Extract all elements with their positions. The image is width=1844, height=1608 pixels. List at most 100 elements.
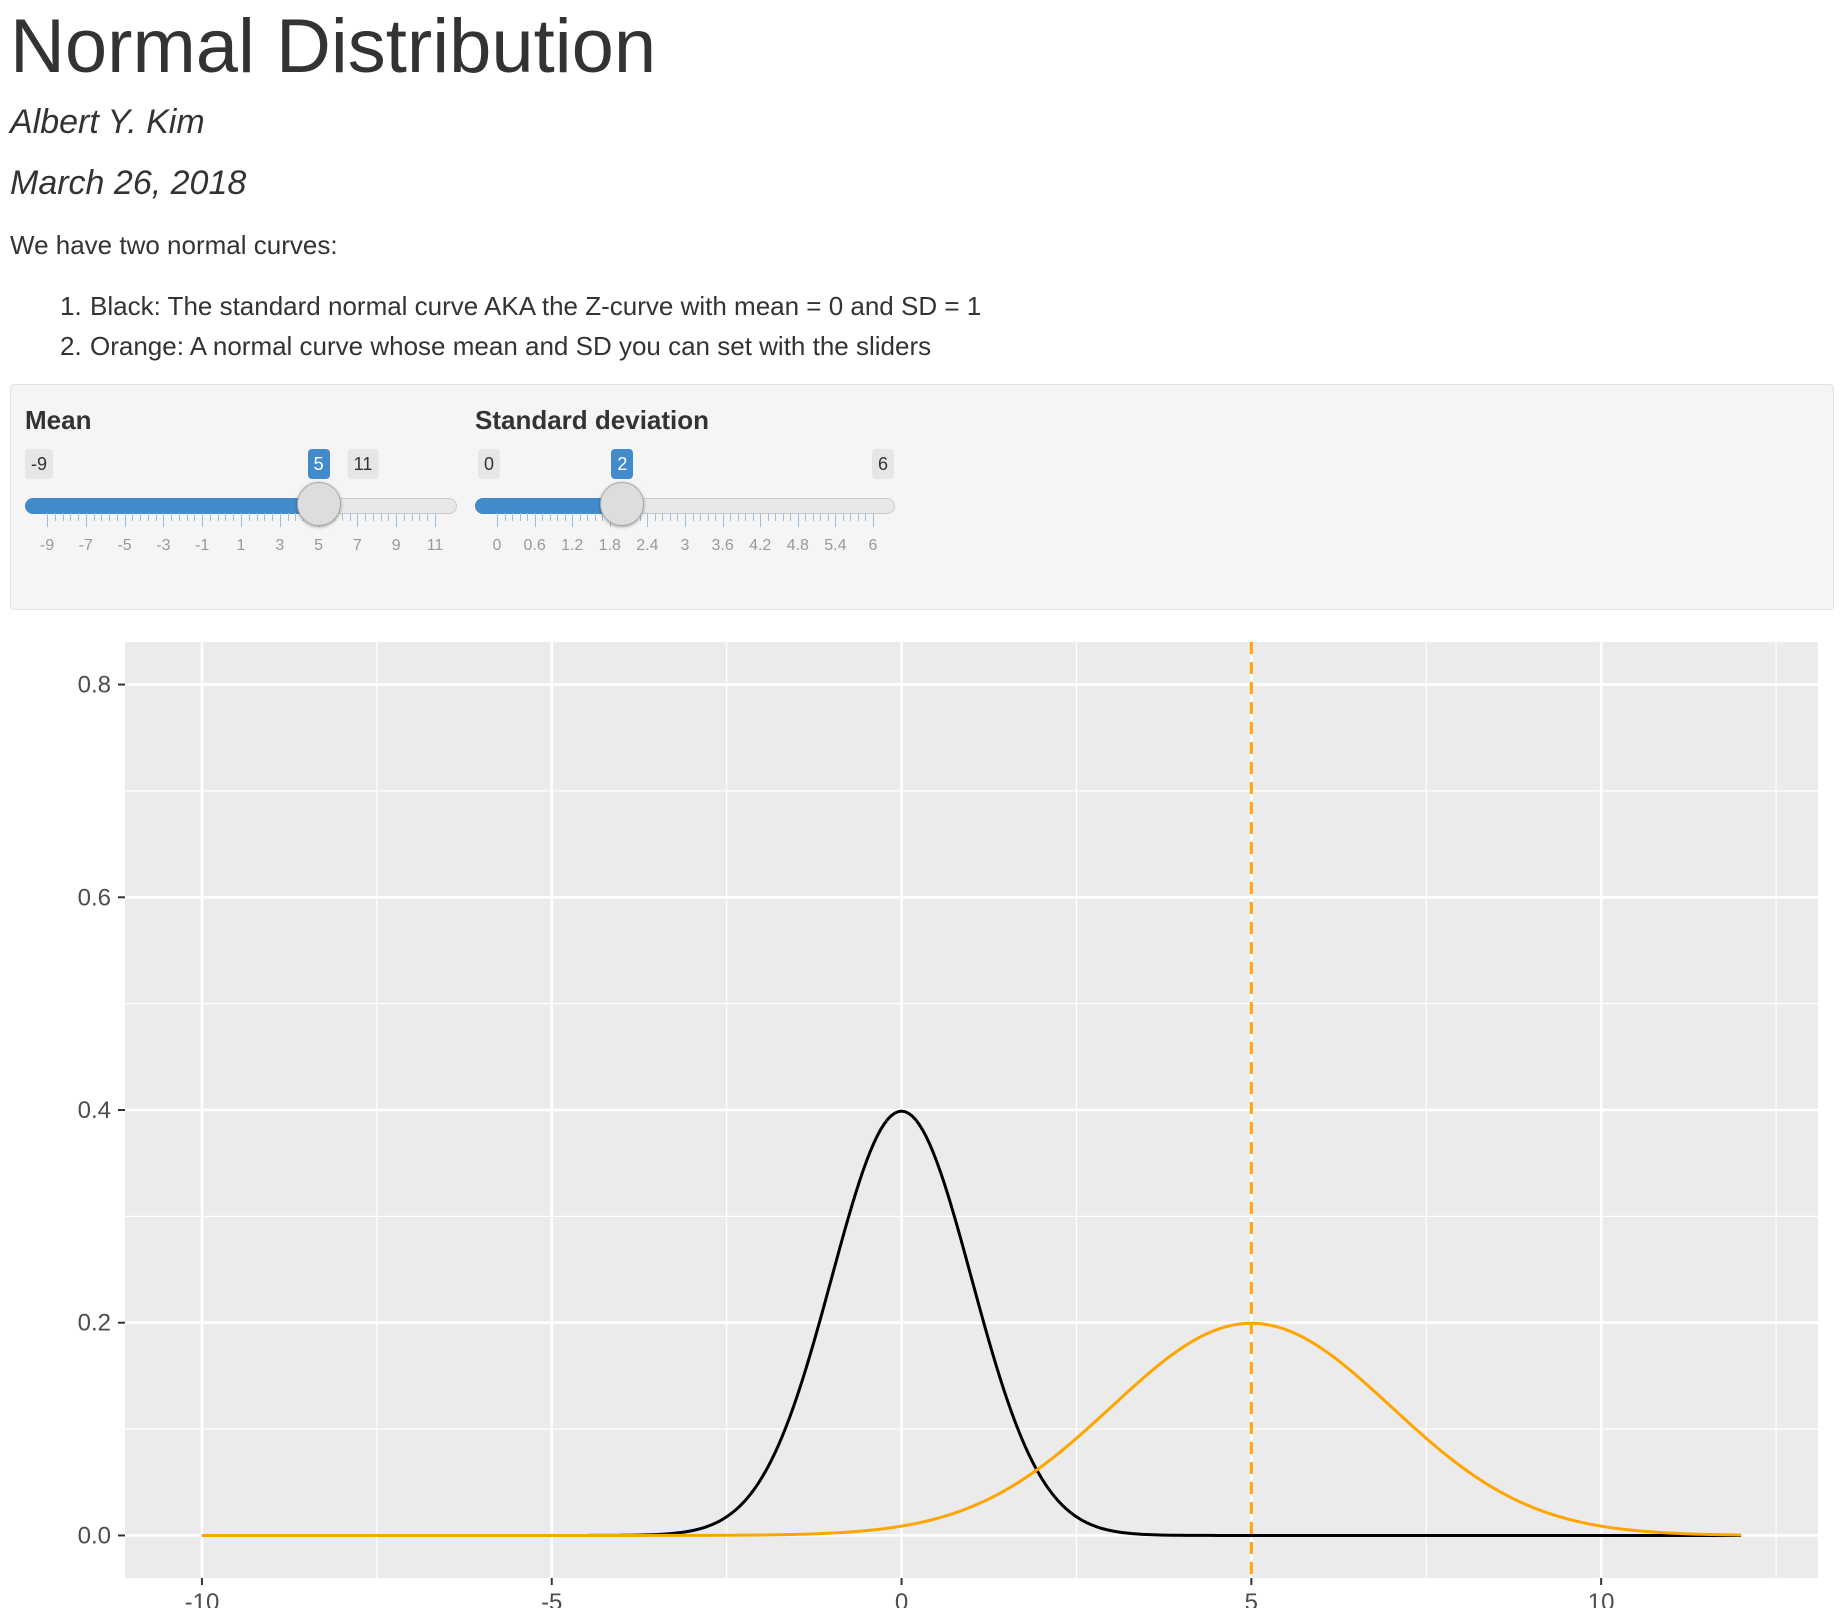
slider-tick bbox=[587, 513, 589, 521]
slider-tick bbox=[47, 513, 48, 527]
slider-tick bbox=[812, 513, 814, 521]
slider-tick bbox=[403, 513, 405, 521]
slider-tick bbox=[549, 513, 551, 521]
slider-tick bbox=[295, 513, 297, 521]
slider-tick bbox=[233, 513, 235, 521]
y-tick-label: 0.4 bbox=[78, 1097, 111, 1124]
slider-tick bbox=[767, 513, 769, 521]
slider-tick bbox=[225, 513, 227, 521]
slider-tick bbox=[101, 513, 103, 521]
slider-tick bbox=[209, 513, 211, 521]
intro-text: We have two normal curves: bbox=[10, 230, 338, 260]
slider-tick bbox=[155, 513, 157, 521]
slider-tick bbox=[186, 513, 188, 521]
x-tick-label: -10 bbox=[185, 1589, 220, 1608]
slider-tick-label: 0 bbox=[492, 537, 502, 554]
slider-tick bbox=[579, 513, 581, 521]
y-tick-label: 0.0 bbox=[78, 1522, 111, 1549]
slider-tick bbox=[669, 513, 671, 521]
slider-tick-label: 6 bbox=[868, 537, 878, 554]
slider-tick bbox=[124, 513, 126, 527]
sd-slider-label: Standard deviation bbox=[475, 405, 710, 435]
slider-tick bbox=[572, 513, 574, 527]
slider-tick bbox=[722, 513, 724, 527]
slider-tick bbox=[602, 513, 604, 521]
slider-tick bbox=[842, 513, 844, 521]
slider-tick bbox=[685, 513, 686, 527]
slider-tick bbox=[349, 513, 351, 521]
slider-tick bbox=[654, 513, 656, 521]
y-tick-label: 0.8 bbox=[78, 672, 111, 699]
curves-list: 1. Black: The standard normal curve AKA t… bbox=[60, 286, 981, 366]
slider-tick bbox=[857, 513, 859, 521]
mean-value-badge: 5 bbox=[307, 449, 330, 479]
list-item: 1. Black: The standard normal curve AKA t… bbox=[60, 286, 981, 326]
slider-tick bbox=[341, 513, 343, 521]
slider-tick-label: 3.6 bbox=[711, 537, 734, 554]
sd-slider-fill bbox=[475, 498, 623, 514]
slider-tick bbox=[372, 513, 374, 521]
sd-max-badge: 6 bbox=[871, 449, 895, 479]
slider-tick bbox=[835, 513, 837, 527]
slider-tick bbox=[272, 513, 274, 521]
slider-tick bbox=[700, 513, 702, 521]
slider-tick bbox=[873, 513, 874, 527]
x-tick-label: 10 bbox=[1588, 1589, 1615, 1608]
x-tick-label: -5 bbox=[541, 1589, 562, 1608]
slider-tick bbox=[70, 513, 72, 521]
slider-tick bbox=[820, 513, 822, 521]
slider-tick bbox=[178, 513, 180, 521]
slider-tick bbox=[411, 513, 413, 521]
page-title: Normal Distribution bbox=[10, 4, 657, 89]
slider-tick bbox=[692, 513, 694, 521]
list-item: 2. Orange: A normal curve whose mean and … bbox=[60, 326, 981, 366]
slider-tick bbox=[248, 513, 250, 521]
slider-tick bbox=[497, 513, 498, 527]
list-text: Orange: A normal curve whose mean and SD… bbox=[90, 331, 932, 361]
slider-tick-label: 4.2 bbox=[749, 537, 772, 554]
date: March 26, 2018 bbox=[10, 164, 247, 202]
slider-tick bbox=[752, 513, 754, 521]
slider-tick-label: 11 bbox=[426, 537, 444, 554]
slider-tick bbox=[677, 513, 679, 521]
slider-tick bbox=[647, 513, 649, 527]
normal-curve-chart: -10 -5 0 5 10 0.0 0.2 0.4 0.6 0.8 bbox=[78, 642, 1818, 1608]
slider-tick-label: -3 bbox=[156, 537, 171, 554]
slider-tick-label: 5.4 bbox=[824, 537, 847, 554]
sd-min-badge: 0 bbox=[477, 449, 501, 479]
slider-tick bbox=[357, 513, 359, 527]
slider-tick-label: 2.4 bbox=[636, 537, 659, 554]
slider-tick-label: 7 bbox=[352, 537, 362, 554]
slider-tick bbox=[388, 513, 390, 521]
slider-tick bbox=[715, 513, 717, 521]
slider-tick-label: 4.8 bbox=[786, 537, 809, 554]
sd-slider-handle[interactable] bbox=[600, 482, 645, 526]
slider-tick bbox=[797, 513, 799, 527]
slider-tick bbox=[194, 513, 196, 521]
slider-tick bbox=[865, 513, 867, 521]
slider-tick bbox=[519, 513, 521, 521]
slider-tick bbox=[730, 513, 732, 521]
slider-tick bbox=[287, 513, 289, 521]
slider-tick bbox=[419, 513, 421, 521]
slider-tick-label: 1.8 bbox=[598, 537, 621, 554]
x-tick-label: 0 bbox=[895, 1589, 908, 1608]
slider-tick bbox=[264, 513, 266, 521]
mean-slider-handle[interactable] bbox=[296, 482, 341, 526]
slider-tick-label: 3 bbox=[275, 537, 285, 554]
slider-tick-label: -1 bbox=[195, 537, 210, 554]
slider-tick bbox=[564, 513, 566, 521]
slider-tick bbox=[775, 513, 777, 521]
slider-tick bbox=[805, 513, 807, 521]
slider-tick-label: -5 bbox=[117, 537, 132, 554]
mean-max-badge: 11 bbox=[347, 449, 379, 479]
y-tick-label: 0.6 bbox=[78, 884, 111, 911]
slider-tick bbox=[427, 513, 429, 521]
slider-tick bbox=[132, 513, 134, 521]
slider-tick bbox=[760, 513, 762, 527]
slider-tick bbox=[380, 513, 382, 521]
mean-slider-label: Mean bbox=[25, 405, 92, 435]
slider-tick-label: 1 bbox=[236, 537, 246, 554]
slider-tick bbox=[109, 513, 111, 521]
slider-tick bbox=[241, 513, 242, 527]
